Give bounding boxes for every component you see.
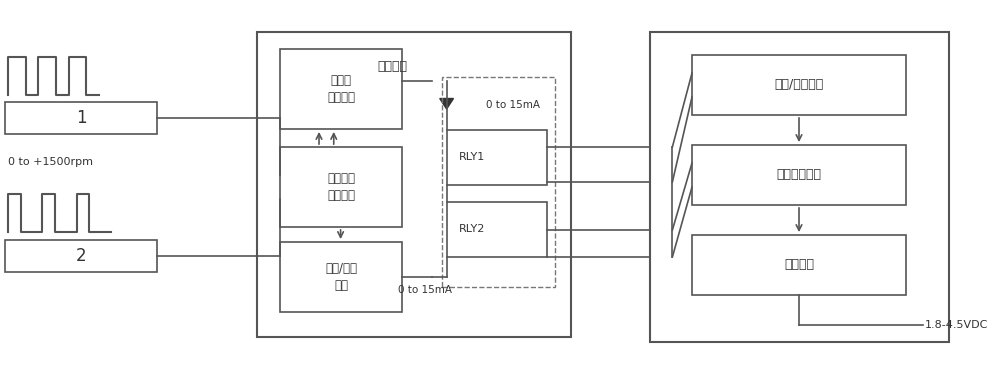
Text: 隔离输出: 隔离输出 xyxy=(784,258,814,272)
FancyBboxPatch shape xyxy=(447,130,547,185)
Text: 0 to +1500rpm: 0 to +1500rpm xyxy=(8,157,93,167)
FancyBboxPatch shape xyxy=(692,235,906,295)
Text: 1: 1 xyxy=(76,109,86,127)
FancyBboxPatch shape xyxy=(280,242,402,312)
Text: 电压调制放大: 电压调制放大 xyxy=(777,168,822,182)
Text: RLY2: RLY2 xyxy=(458,225,485,235)
FancyBboxPatch shape xyxy=(257,32,571,337)
FancyBboxPatch shape xyxy=(280,147,402,227)
FancyBboxPatch shape xyxy=(692,145,906,205)
Text: 1.8-4.5VDC: 1.8-4.5VDC xyxy=(925,320,988,330)
FancyBboxPatch shape xyxy=(692,55,906,115)
FancyBboxPatch shape xyxy=(5,240,157,272)
FancyBboxPatch shape xyxy=(5,102,157,134)
Text: 2: 2 xyxy=(76,247,86,265)
Text: 正反转
判断处理: 正反转 判断处理 xyxy=(327,74,355,104)
Polygon shape xyxy=(440,98,453,109)
Text: RLY1: RLY1 xyxy=(458,153,485,163)
Text: 正转信号: 正转信号 xyxy=(378,60,408,73)
FancyBboxPatch shape xyxy=(650,32,949,342)
FancyBboxPatch shape xyxy=(280,49,402,129)
Text: 频率/电流
转换: 频率/电流 转换 xyxy=(325,262,357,292)
FancyBboxPatch shape xyxy=(447,202,547,257)
Text: 信号输入
处理模块: 信号输入 处理模块 xyxy=(327,172,355,202)
Text: 电流/电压转换: 电流/电压转换 xyxy=(774,79,824,91)
Text: 0 to 15mA: 0 to 15mA xyxy=(398,285,452,295)
Text: 0 to 15mA: 0 to 15mA xyxy=(486,100,540,110)
